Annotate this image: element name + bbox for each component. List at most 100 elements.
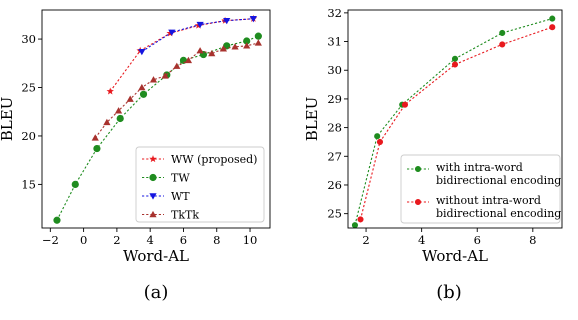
data-point: [126, 95, 134, 102]
legend-marker: [414, 165, 422, 173]
y-tick-label: 28: [327, 121, 342, 135]
data-point: [231, 43, 239, 50]
data-point: [196, 47, 204, 54]
y-axis-label: BLEU: [303, 97, 321, 142]
data-point: [138, 48, 146, 56]
data-point: [254, 32, 262, 40]
axes-frame: [347, 9, 563, 229]
data-point: [184, 56, 193, 64]
legend-item-1: TW: [142, 172, 190, 185]
series-1: [357, 24, 556, 223]
plot-area: [351, 15, 556, 229]
legend: WW (proposed) TW WT TkTk: [135, 146, 265, 223]
x-tick-label: 10: [243, 233, 258, 247]
data-point: [53, 216, 61, 224]
data-point: [254, 39, 262, 46]
data-point: [549, 15, 556, 22]
x-axis-label: Word-AL: [123, 247, 189, 265]
series-line: [56, 35, 259, 221]
data-point: [357, 216, 364, 223]
y-tick-label: 25: [21, 81, 36, 95]
data-point: [71, 180, 79, 188]
y-tick-label: 27: [327, 149, 342, 163]
series-line: [359, 26, 553, 220]
legend-item-0: WW (proposed): [142, 153, 257, 166]
data-point: [93, 144, 101, 153]
data-point: [451, 61, 459, 68]
data-point: [376, 138, 384, 145]
y-tick-label: 30: [327, 63, 342, 77]
series-line: [94, 42, 259, 139]
series-line: [354, 18, 553, 226]
panel-caption: (a): [144, 282, 169, 303]
x-tick-label: 0: [80, 233, 87, 247]
x-tick-label: 8: [529, 233, 536, 247]
y-tick-label: 29: [327, 92, 342, 106]
data-point: [103, 118, 111, 126]
y-tick-label: 30: [21, 32, 36, 46]
data-point: [149, 76, 158, 83]
data-point: [114, 107, 123, 114]
data-point: [196, 21, 204, 29]
legend-item-3: TkTk: [142, 209, 199, 222]
data-point: [451, 55, 459, 62]
y-axis-label: BLEU: [0, 97, 16, 142]
x-tick-label: 6: [474, 233, 481, 247]
legend-marker: [149, 155, 157, 163]
y-tick-label: 26: [327, 178, 342, 192]
data-point: [168, 29, 176, 36]
legend-marker: [149, 173, 157, 182]
data-point: [106, 87, 114, 95]
legend-label: bidirectional encoding: [436, 174, 561, 187]
x-tick-label: −2: [42, 233, 59, 247]
legend-label: WW (proposed): [171, 153, 257, 166]
data-point: [499, 29, 506, 36]
x-tick-label: 8: [213, 233, 220, 247]
data-point: [249, 16, 257, 23]
series-3: [91, 39, 262, 141]
data-point: [173, 62, 181, 69]
data-point: [208, 50, 216, 57]
data-point: [219, 45, 228, 52]
legend-box: [135, 146, 265, 223]
data-point: [139, 90, 148, 98]
y-tick-label: 31: [327, 35, 342, 49]
data-point: [499, 41, 506, 48]
legend-label: WT: [171, 190, 190, 203]
legend-box: [400, 154, 561, 224]
x-tick-label: 2: [362, 233, 369, 247]
data-point: [374, 133, 381, 140]
series-0: [106, 14, 258, 95]
x-axis-label: Word-AL: [422, 247, 488, 265]
data-point: [91, 134, 99, 141]
y-tick-label: 25: [327, 207, 342, 221]
data-point: [243, 42, 251, 49]
series-2: [138, 16, 257, 56]
legend-label: TW: [171, 172, 190, 185]
data-point: [161, 72, 169, 79]
legend-marker: [149, 210, 157, 218]
plot-area: [53, 14, 262, 224]
x-tick-label: 6: [180, 233, 187, 247]
data-point: [549, 24, 556, 31]
data-point: [351, 222, 358, 229]
data-point: [116, 114, 124, 123]
x-tick-label: 2: [113, 233, 120, 247]
y-tick-label: 32: [327, 6, 342, 20]
data-point: [401, 101, 409, 108]
legend-marker: [149, 193, 157, 200]
chart-panel-b: 2 4 6 8 25 26 27 28 29 30 31 32 Word-AL BLEU with intr…: [303, 6, 563, 303]
data-point: [138, 83, 146, 91]
data-point: [223, 17, 231, 25]
legend-item-2: WT: [142, 190, 190, 203]
y-tick-label: 20: [21, 129, 36, 143]
x-tick-label: 4: [147, 233, 154, 247]
legend-label: bidirectional encoding: [436, 207, 561, 220]
legend-label: without intra-word: [436, 194, 541, 207]
legend-marker: [414, 198, 422, 206]
x-tick-label: 4: [418, 233, 425, 247]
